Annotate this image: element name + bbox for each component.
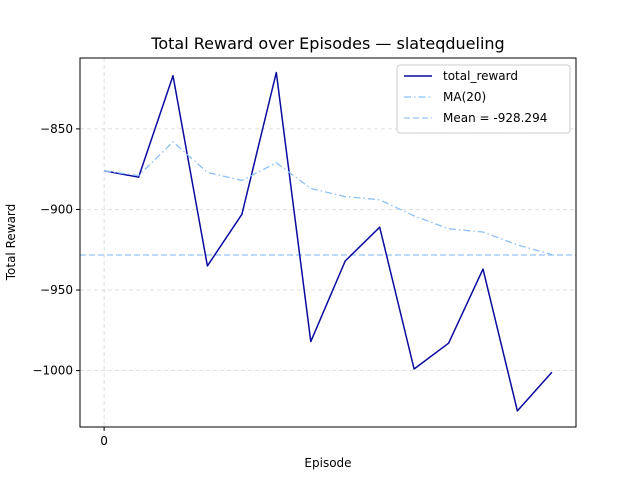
x-axis-label: Episode bbox=[304, 456, 351, 470]
y-axis-label: Total Reward bbox=[4, 204, 18, 282]
series-line-total-reward bbox=[103, 71, 553, 412]
y-tick-label: −850 bbox=[40, 122, 73, 136]
legend-label: Mean = -928.294 bbox=[443, 111, 547, 125]
y-tick-label: −900 bbox=[40, 202, 73, 216]
plot-frame bbox=[79, 57, 577, 428]
series-lines bbox=[103, 71, 553, 412]
y-axis-ticks: −1000 −950 −900 −850 bbox=[32, 122, 80, 378]
x-axis-ticks: 0 bbox=[100, 427, 108, 448]
y-tick-label: −950 bbox=[40, 283, 73, 297]
legend: total_reward MA(20) Mean = -928.294 bbox=[396, 64, 571, 134]
chart-title: Total Reward over Episodes — slateqdueli… bbox=[150, 34, 504, 53]
legend-label: total_reward bbox=[443, 69, 518, 83]
legend-box bbox=[396, 64, 571, 134]
series-line-ma-20- bbox=[104, 141, 553, 256]
y-tick-label: −1000 bbox=[32, 364, 73, 378]
legend-label: MA(20) bbox=[443, 90, 486, 104]
x-tick-label: 0 bbox=[100, 434, 108, 448]
